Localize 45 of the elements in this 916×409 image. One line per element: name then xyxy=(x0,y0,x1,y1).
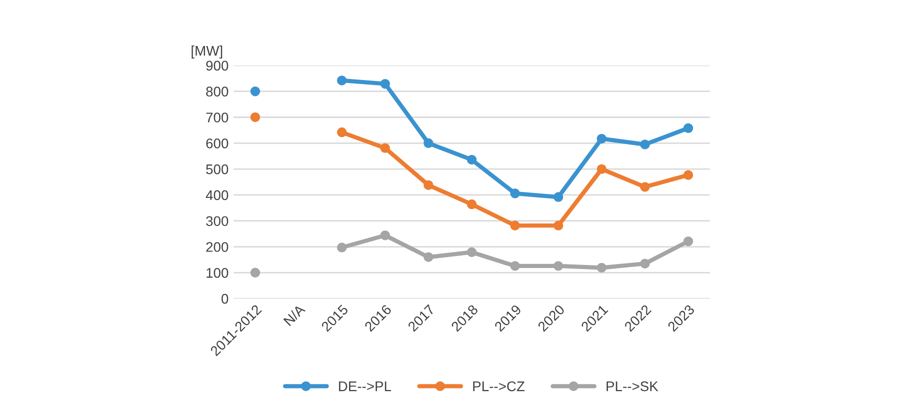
x-tick-label: N/A xyxy=(282,303,306,326)
legend-label: PL-->CZ xyxy=(473,381,525,392)
y-tick-label: 0 xyxy=(222,294,228,304)
y-tick-label: 700 xyxy=(206,112,228,122)
point xyxy=(466,154,477,165)
point xyxy=(250,112,260,122)
point xyxy=(640,140,650,150)
y-tick-label: 300 xyxy=(206,216,228,226)
y-tick-label: 400 xyxy=(206,190,228,200)
point xyxy=(596,262,607,273)
y-tick-label: 200 xyxy=(206,242,228,252)
point xyxy=(336,76,347,86)
point xyxy=(510,220,520,230)
point xyxy=(424,252,434,262)
point xyxy=(553,220,564,230)
point xyxy=(683,123,694,133)
point xyxy=(510,188,520,198)
y-tick-label: 800 xyxy=(206,86,228,97)
point xyxy=(510,261,520,271)
point xyxy=(596,134,607,144)
point xyxy=(380,78,390,89)
y-tick-label: 900 xyxy=(206,60,228,71)
point xyxy=(336,127,347,138)
point xyxy=(553,261,564,271)
y-tick-label: 600 xyxy=(206,138,228,148)
point xyxy=(380,143,390,153)
point xyxy=(683,236,694,246)
point xyxy=(424,138,434,148)
point xyxy=(466,247,477,258)
point xyxy=(640,258,650,268)
point xyxy=(250,86,260,96)
point xyxy=(553,192,564,202)
point xyxy=(640,182,650,192)
point xyxy=(250,268,260,278)
point xyxy=(596,164,607,174)
point xyxy=(466,199,477,210)
y-axis-title: [MW] xyxy=(192,46,222,58)
point xyxy=(380,230,390,240)
y-tick-label: 100 xyxy=(206,268,228,278)
point xyxy=(683,170,694,180)
legend-label: DE-->PL xyxy=(339,382,392,392)
y-tick-label: 500 xyxy=(206,164,228,174)
point xyxy=(336,242,347,252)
point xyxy=(424,180,434,190)
legend-label: PL-->SK xyxy=(606,381,658,392)
